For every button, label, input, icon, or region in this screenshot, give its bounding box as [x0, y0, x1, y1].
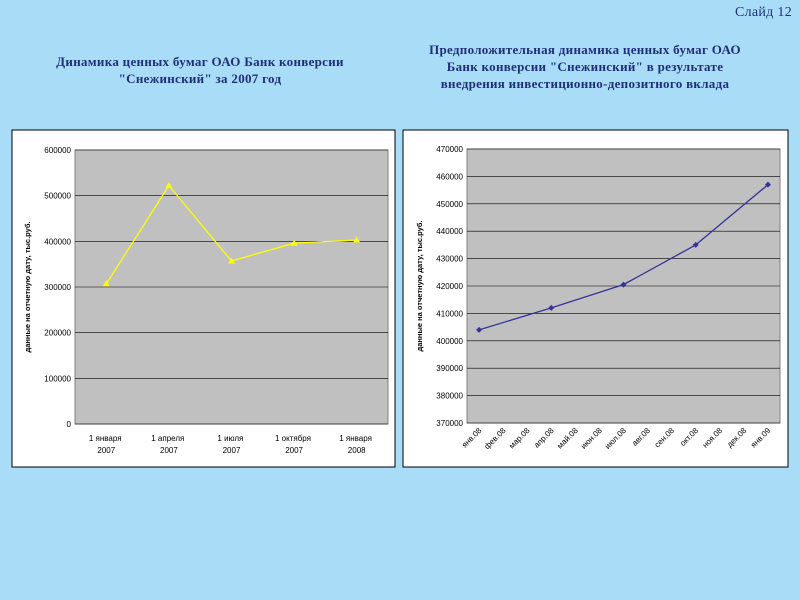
y-tick-label: 460000	[436, 172, 463, 181]
line-segment	[695, 184, 769, 246]
y-axis-label: данные на отчетную дату, тыс.руб.	[415, 220, 424, 351]
line-segment	[105, 185, 170, 285]
line-segment	[231, 242, 295, 262]
y-tick-label: 420000	[436, 282, 463, 291]
marker	[228, 257, 235, 264]
line-segment	[168, 185, 232, 262]
y-tick-label: 470000	[436, 145, 463, 154]
y-tick-label: 200000	[44, 329, 71, 338]
chart-title: Динамика ценных бумаг ОАО Банк конверсии…	[56, 54, 344, 86]
y-tick-label: 500000	[44, 192, 71, 201]
y-tick-label: 400000	[436, 337, 463, 346]
marker	[353, 236, 361, 243]
y-tick-label: 0	[67, 420, 72, 429]
marker	[102, 280, 110, 287]
line-segment	[478, 307, 552, 331]
marker	[165, 182, 173, 189]
y-tick-label: 300000	[44, 283, 71, 292]
y-tick-label: 400000	[44, 237, 71, 246]
marker	[548, 304, 555, 311]
y-tick-label: 410000	[436, 309, 463, 318]
y-tick-label: 390000	[436, 364, 463, 373]
line-segment	[551, 284, 624, 309]
y-axis-label: данные на отчетную дату, тыс.руб.	[23, 221, 32, 352]
line-segment	[294, 239, 357, 244]
y-tick-label: 450000	[436, 200, 463, 209]
x-tick-label: 1 января 2007	[89, 434, 124, 455]
y-tick-label: 100000	[44, 374, 71, 383]
marker	[476, 326, 483, 333]
x-tick-label: 1 января 2008	[339, 434, 374, 455]
marker	[764, 181, 771, 188]
y-tick-label: 600000	[44, 146, 71, 155]
y-tick-label: 370000	[436, 419, 463, 428]
marker	[290, 239, 298, 246]
y-tick-label: 430000	[436, 255, 463, 264]
slide-number: Слайд 12	[734, 5, 792, 20]
x-tick-label: 1 июля 2007	[217, 434, 245, 455]
y-tick-label: 440000	[436, 227, 463, 236]
x-tick-label: 1 апреля 2007	[151, 434, 186, 455]
marker	[692, 241, 699, 248]
marker	[620, 281, 627, 288]
line-segment	[623, 244, 697, 286]
chart-title: Предположительная динамика ценных бумаг …	[429, 42, 741, 91]
y-tick-label: 380000	[436, 392, 463, 401]
x-tick-label: 1 октября 2007	[275, 434, 313, 455]
